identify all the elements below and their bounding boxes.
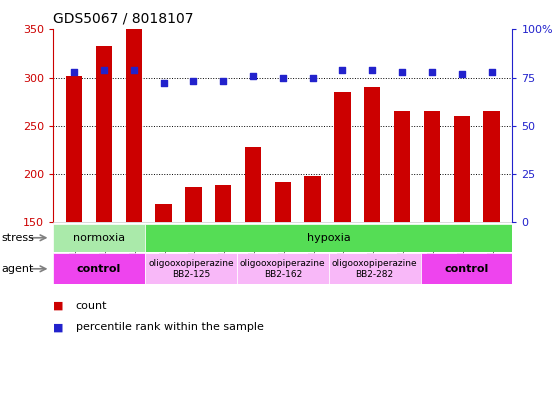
Bar <box>394 111 410 366</box>
Text: count: count <box>76 301 107 311</box>
Bar <box>125 29 142 366</box>
Bar <box>145 253 237 284</box>
Point <box>308 74 317 81</box>
Text: percentile rank within the sample: percentile rank within the sample <box>76 322 263 332</box>
Point <box>457 71 466 77</box>
Text: control: control <box>444 264 489 274</box>
Point <box>278 74 287 81</box>
Bar <box>53 224 145 252</box>
Point <box>69 69 78 75</box>
Text: normoxia: normoxia <box>73 233 125 243</box>
Bar <box>245 147 261 366</box>
Bar <box>334 92 351 366</box>
Bar <box>483 111 500 366</box>
Point <box>219 78 228 84</box>
Text: hypoxia: hypoxia <box>307 233 351 243</box>
Text: control: control <box>77 264 122 274</box>
Bar <box>215 185 231 366</box>
Point <box>189 78 198 84</box>
Bar <box>305 176 321 366</box>
Point <box>249 73 258 79</box>
Text: ■: ■ <box>53 301 64 311</box>
Bar <box>155 204 172 366</box>
Text: GDS5067 / 8018107: GDS5067 / 8018107 <box>53 11 194 26</box>
Bar <box>66 76 82 366</box>
Bar <box>274 182 291 366</box>
Bar <box>454 116 470 366</box>
Text: ■: ■ <box>53 322 64 332</box>
Point <box>129 67 138 73</box>
Bar <box>421 253 512 284</box>
Text: oligooxopiperazine
BB2-282: oligooxopiperazine BB2-282 <box>332 259 417 279</box>
Text: oligooxopiperazine
BB2-162: oligooxopiperazine BB2-162 <box>240 259 325 279</box>
Text: stress: stress <box>1 233 34 243</box>
Bar <box>53 253 145 284</box>
Bar <box>424 111 440 366</box>
Text: oligooxopiperazine
BB2-125: oligooxopiperazine BB2-125 <box>148 259 234 279</box>
Point <box>338 67 347 73</box>
Bar <box>237 253 329 284</box>
Point <box>100 67 109 73</box>
Point <box>487 69 496 75</box>
Point <box>368 67 377 73</box>
Bar <box>364 87 380 366</box>
Bar <box>145 224 512 252</box>
Point <box>427 69 436 75</box>
Bar <box>96 46 112 366</box>
Point <box>398 69 407 75</box>
Text: agent: agent <box>1 264 34 274</box>
Point <box>159 80 168 86</box>
Bar <box>329 253 421 284</box>
Bar <box>185 187 202 366</box>
